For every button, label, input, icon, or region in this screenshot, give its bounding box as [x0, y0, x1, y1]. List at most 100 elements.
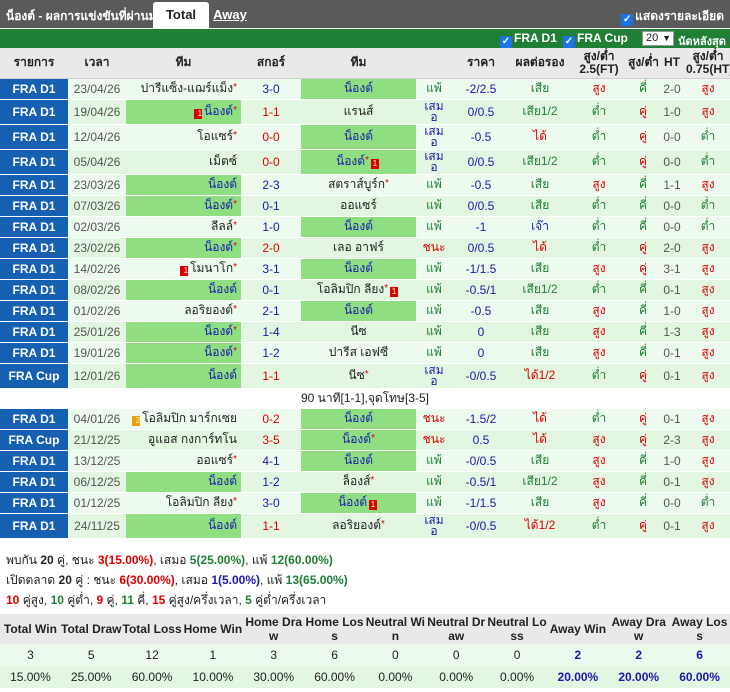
score[interactable]: 1-1 — [241, 99, 301, 125]
away-team[interactable]: ล็องส์* — [301, 471, 416, 493]
score[interactable]: 1-2 — [241, 342, 301, 364]
home-team[interactable]: น็องต์* — [126, 342, 241, 364]
home-team[interactable]: เม็ตซ์ — [126, 149, 241, 175]
checkbox-icon[interactable]: ✓ — [500, 36, 512, 48]
show-details-toggle[interactable]: ✓ แสดงรายละเอียด — [621, 9, 724, 26]
handicap-result: เสีย — [510, 195, 570, 217]
score[interactable]: 3-5 — [241, 429, 301, 451]
home-team[interactable]: น็องต์* — [126, 195, 241, 217]
home-team[interactable]: น็องต์ — [126, 513, 241, 539]
filter-fra-d1[interactable]: ✓ FRA D1 — [500, 31, 557, 48]
match-date: 12/01/26 — [68, 363, 126, 389]
score[interactable]: 0-2 — [241, 408, 301, 430]
score[interactable]: 0-1 — [241, 279, 301, 301]
filter-fra-cup[interactable]: ✓ FRA Cup — [563, 31, 628, 48]
tab-total[interactable]: Total — [153, 2, 209, 28]
home-team[interactable]: อูแอส กงการ์ทโน — [126, 429, 241, 451]
home-team[interactable]: น็องต์ — [126, 174, 241, 196]
away-team[interactable]: น็องต์* 1 — [301, 149, 416, 175]
score[interactable]: 2-1 — [241, 300, 301, 322]
home-team[interactable]: น็องต์* — [126, 237, 241, 259]
odd-even: คี่ — [628, 321, 658, 343]
league-badge[interactable]: FRA D1 — [0, 300, 68, 322]
away-team[interactable]: สตราส์บูร์ก* — [301, 174, 416, 196]
league-badge[interactable]: FRA D1 — [0, 216, 68, 238]
score[interactable]: 3-1 — [241, 258, 301, 280]
away-team-name: น็องต์ — [343, 219, 374, 233]
score[interactable]: 1-1 — [241, 513, 301, 539]
home-team[interactable]: โอลิมปิก ลียง* — [126, 492, 241, 514]
score-value: 3-0 — [262, 495, 280, 510]
league-badge[interactable]: FRA D1 — [0, 321, 68, 343]
score[interactable]: 4-1 — [241, 450, 301, 472]
score[interactable]: 1-4 — [241, 321, 301, 343]
score[interactable]: 1-2 — [241, 471, 301, 493]
home-team[interactable]: 1 น็องต์* — [126, 99, 241, 125]
league-badge[interactable]: FRA D1 — [0, 279, 68, 301]
home-team[interactable]: 2 โอลิมปิก มาร์กเซย — [126, 408, 241, 430]
league-badge[interactable]: FRA D1 — [0, 492, 68, 514]
away-team[interactable]: น็องต์* — [301, 429, 416, 451]
away-team[interactable]: น็องต์ — [301, 124, 416, 150]
match-count-select[interactable]: 20 ▼ — [642, 31, 674, 46]
summary-count: 12 — [121, 644, 183, 666]
league-badge[interactable]: FRA D1 — [0, 174, 68, 196]
away-team[interactable]: น็องต์ — [301, 300, 416, 322]
league-badge[interactable]: FRA D1 — [0, 513, 68, 539]
table-header: รายการ เวลา ทีม สกอร์ ทีม ราคา ผลต่อรอง … — [0, 48, 730, 79]
league-badge[interactable]: FRA D1 — [0, 408, 68, 430]
away-team[interactable]: นีซ — [301, 321, 416, 343]
checkbox-icon[interactable]: ✓ — [621, 14, 634, 26]
checkbox-icon[interactable]: ✓ — [563, 36, 575, 48]
score[interactable]: 2-0 — [241, 237, 301, 259]
league-badge[interactable]: FRA Cup — [0, 363, 68, 389]
league-badge[interactable]: FRA D1 — [0, 471, 68, 493]
league-badge[interactable]: FRA D1 — [0, 342, 68, 364]
away-team[interactable]: ปารีส เอฟซี — [301, 342, 416, 364]
away-team[interactable]: น็องต์ 1 — [301, 492, 416, 514]
away-team[interactable]: ออแซร์ — [301, 195, 416, 217]
home-team[interactable]: ออแซร์* — [126, 450, 241, 472]
away-team[interactable]: นีซ* — [301, 363, 416, 389]
league-badge[interactable]: FRA D1 — [0, 124, 68, 150]
league-badge[interactable]: FRA D1 — [0, 450, 68, 472]
home-team[interactable]: 1 โมนาโก* — [126, 258, 241, 280]
league-badge[interactable]: FRA D1 — [0, 195, 68, 217]
home-team[interactable]: น็องต์ — [126, 279, 241, 301]
score[interactable]: 3-0 — [241, 492, 301, 514]
score[interactable]: 0-0 — [241, 124, 301, 150]
away-team[interactable]: ลอริยองต์* — [301, 513, 416, 539]
away-team[interactable]: น็องต์ — [301, 78, 416, 100]
score[interactable]: 0-1 — [241, 195, 301, 217]
away-team[interactable]: น็องต์ — [301, 258, 416, 280]
home-team[interactable]: น็องต์* — [126, 321, 241, 343]
home-team[interactable]: น็องต์ — [126, 363, 241, 389]
away-team[interactable]: แรนส์ — [301, 99, 416, 125]
home-team[interactable]: ลีลล์* — [126, 216, 241, 238]
summary-pct: 60.00% — [304, 666, 365, 688]
league-badge[interactable]: FRA D1 — [0, 258, 68, 280]
home-team[interactable]: น็องต์ — [126, 471, 241, 493]
league-badge[interactable]: FRA D1 — [0, 149, 68, 175]
home-team[interactable]: ปารีแซ็ง-แฌร์แม็ง* — [126, 78, 241, 100]
score[interactable]: 2-3 — [241, 174, 301, 196]
away-team[interactable]: เลอ อาฟร์ — [301, 237, 416, 259]
home-team[interactable]: โอแซร์* — [126, 124, 241, 150]
league-badge[interactable]: FRA D1 — [0, 237, 68, 259]
away-team[interactable]: โอลิมปิก ลียง* 1 — [301, 279, 416, 301]
league-badge[interactable]: FRA D1 — [0, 78, 68, 100]
tab-away[interactable]: Away — [213, 7, 247, 22]
away-team[interactable]: น็องต์ — [301, 408, 416, 430]
score[interactable]: 1-1 — [241, 363, 301, 389]
score[interactable]: 0-0 — [241, 149, 301, 175]
home-team[interactable]: ลอริยองต์* — [126, 300, 241, 322]
table-row: FRA D1 24/11/25 น็องต์ 1-1 ลอริยองต์* เสมอ -0/… — [0, 513, 730, 539]
away-team[interactable]: น็องต์ — [301, 450, 416, 472]
favorite-star: * — [233, 325, 237, 336]
away-team[interactable]: น็องต์ — [301, 216, 416, 238]
score[interactable]: 1-0 — [241, 216, 301, 238]
league-badge[interactable]: FRA Cup — [0, 429, 68, 451]
score[interactable]: 3-0 — [241, 78, 301, 100]
match-result: แพ้ — [416, 321, 452, 343]
league-badge[interactable]: FRA D1 — [0, 99, 68, 125]
